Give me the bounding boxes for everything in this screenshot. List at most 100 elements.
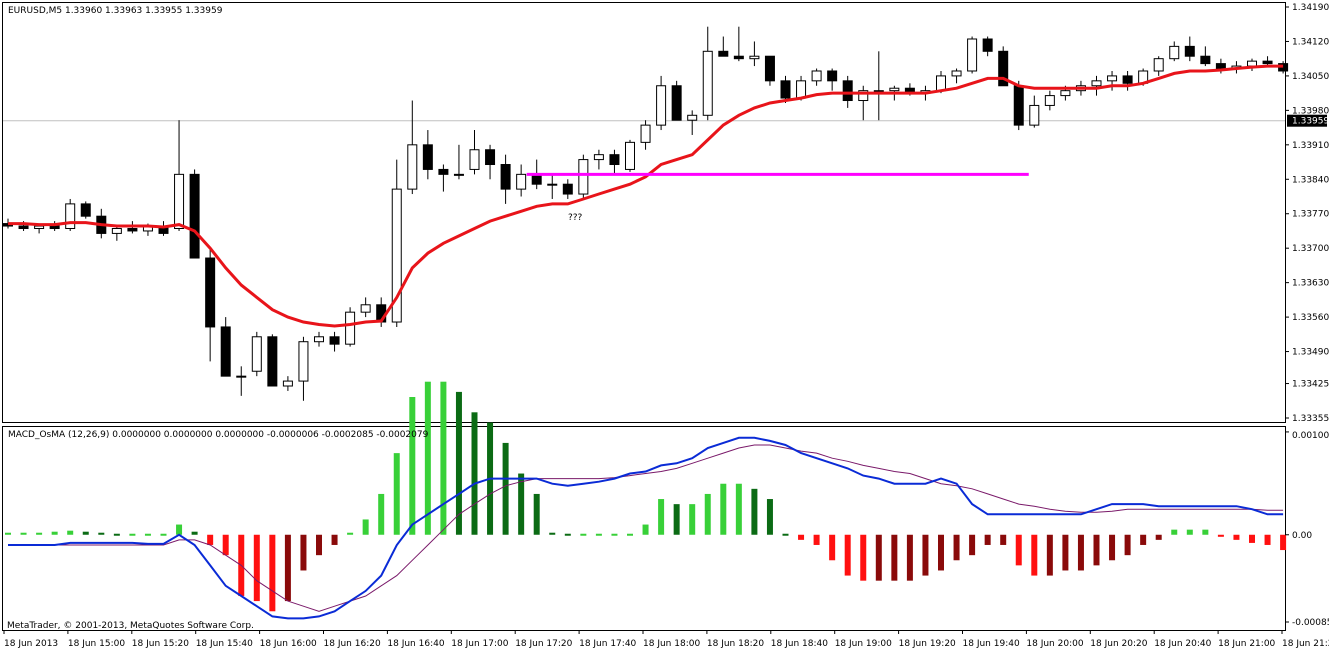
- histogram-bar: [844, 534, 851, 576]
- candle: [1091, 75, 1102, 96]
- histogram-bar: [144, 533, 151, 536]
- candle-body: [329, 336, 340, 345]
- price-tick-label: 1.34120: [1292, 37, 1329, 47]
- candle: [174, 120, 185, 231]
- histogram-bar: [502, 442, 509, 535]
- histogram-bar: [704, 493, 711, 535]
- candle: [516, 164, 527, 197]
- histogram-bar: [720, 483, 727, 535]
- candle-body: [842, 80, 853, 102]
- time-tick-label: 18 Jun 20:40: [1154, 639, 1211, 649]
- candle: [640, 120, 651, 150]
- time-tick-label: 18 Jun 19:00: [835, 639, 892, 649]
- time-tick-label: 18 Jun 21:00: [1218, 639, 1275, 649]
- candle: [764, 55, 775, 86]
- histogram-bar: [1031, 534, 1038, 576]
- candle: [407, 100, 418, 195]
- candle-body: [407, 144, 418, 190]
- candle: [625, 139, 635, 172]
- histogram-bar: [393, 453, 400, 535]
- candle-body: [1200, 55, 1211, 65]
- candle: [1169, 41, 1180, 62]
- candle-body: [282, 380, 293, 387]
- histogram-bar: [611, 533, 618, 536]
- candle-body: [578, 159, 589, 195]
- candle: [1013, 80, 1024, 131]
- time-tick-label: 18 Jun 17:40: [579, 639, 636, 649]
- histogram-bar: [580, 533, 587, 536]
- candle-body: [1060, 90, 1071, 97]
- time-tick-label: 18 Jun 20:20: [1090, 639, 1147, 649]
- candle: [1262, 56, 1273, 67]
- histogram-bar: [1233, 534, 1240, 540]
- histogram-bar: [953, 534, 960, 561]
- candle-body: [1153, 58, 1164, 72]
- candle-body: [687, 114, 698, 121]
- histogram-bar: [300, 534, 307, 571]
- axes-layer: 1.34190 1.34120 1.34050 1.33980 1.33910 1.338…: [3, 3, 1329, 649]
- histogram-bar: [813, 534, 820, 545]
- candle: [298, 336, 309, 401]
- candle-body: [749, 55, 760, 60]
- candle-body: [360, 304, 371, 313]
- candle: [967, 36, 978, 74]
- time-tick-label: 18 Jun 15:40: [196, 639, 253, 649]
- candle-body: [1044, 95, 1055, 106]
- histogram-bar: [922, 534, 929, 576]
- candle: [65, 198, 76, 231]
- histogram-bar: [284, 534, 291, 602]
- candle: [80, 201, 91, 219]
- histogram-bar: [1217, 534, 1224, 537]
- candle: [780, 75, 791, 103]
- candle-body: [796, 80, 807, 99]
- candle: [251, 331, 262, 377]
- candle: [329, 331, 340, 352]
- histogram-bar: [984, 534, 991, 545]
- candle: [267, 334, 278, 387]
- candle: [345, 307, 356, 347]
- candle: [1044, 90, 1055, 111]
- histogram-bar: [1155, 534, 1162, 540]
- candle: [1029, 95, 1040, 128]
- candle-body: [49, 225, 60, 229]
- histogram-bar: [938, 534, 944, 571]
- histogram-bar: [176, 524, 183, 535]
- candle-body: [656, 85, 667, 126]
- price-tick-label: 1.33560: [1292, 313, 1329, 323]
- price-tick-label: 1.34190: [1292, 3, 1329, 13]
- candle-body: [827, 70, 838, 82]
- candle: [593, 149, 604, 170]
- histogram-bar: [1077, 534, 1084, 571]
- histogram-bar: [1140, 534, 1147, 545]
- macd-tick-label: 0.00: [1292, 531, 1312, 541]
- candle: [982, 36, 993, 57]
- candle: [1184, 36, 1195, 62]
- candle: [360, 297, 371, 318]
- candle: [111, 226, 122, 241]
- candle-body: [1029, 104, 1040, 126]
- histogram-bar: [1124, 534, 1131, 556]
- candle-body: [500, 164, 511, 190]
- time-tick-label: 18 Jun 19:20: [899, 639, 956, 649]
- time-tick-label: 18 Jun 21:2: [1282, 639, 1329, 649]
- candle-body: [34, 225, 45, 229]
- time-tick-label: 18 Jun 18:40: [771, 639, 828, 649]
- candle-body: [547, 183, 558, 186]
- histogram-bar: [362, 519, 369, 535]
- candle: [687, 110, 698, 135]
- candle: [718, 36, 729, 57]
- histogram-bar: [1280, 534, 1287, 551]
- time-tick-label: 18 Jun 16:00: [260, 639, 317, 649]
- histogram-bar: [67, 530, 74, 535]
- histogram-bar: [207, 534, 214, 545]
- candle-body: [298, 341, 309, 382]
- indicator-label: MACD_OsMA (12,26,9) 0.0000000 0.0000000 …: [8, 430, 429, 440]
- candle: [547, 174, 558, 199]
- histogram-bar: [1249, 534, 1255, 543]
- candle-body: [345, 311, 356, 345]
- macd-tick-label: -0.000855: [1292, 618, 1329, 628]
- current-price-label: 1.33959: [1292, 117, 1329, 127]
- histogram-bar: [378, 493, 385, 535]
- candle-body: [998, 50, 1009, 87]
